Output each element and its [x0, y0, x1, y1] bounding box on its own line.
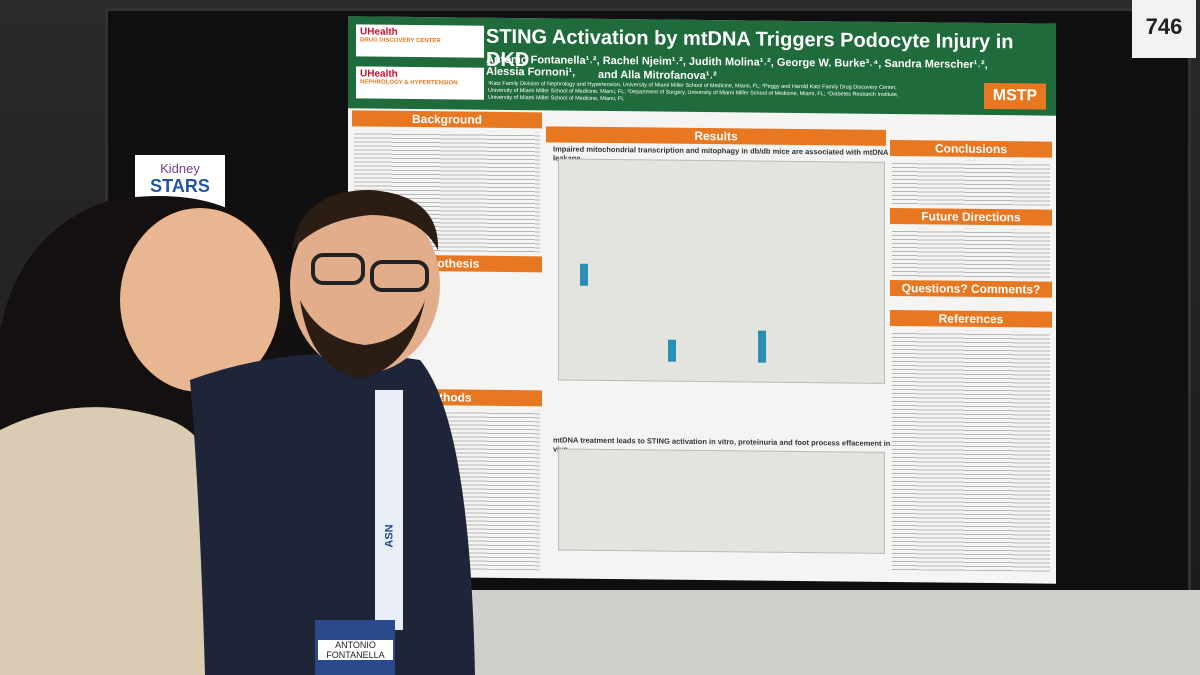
badge-line: ANTONIO [335, 640, 376, 650]
floor [465, 590, 1200, 675]
badge-name: ANTONIO FONTANELLA [318, 640, 393, 660]
booth-card: 746 [1132, 0, 1196, 58]
glasses [311, 253, 365, 285]
face [290, 197, 440, 373]
sweater [0, 407, 235, 675]
lanyard-text: ASN [383, 524, 396, 548]
badge-line: FONTANELLA [326, 650, 385, 660]
jacket [190, 353, 475, 675]
lanyard [375, 390, 403, 630]
booth-number: 746 [1145, 14, 1183, 39]
beard [300, 300, 425, 378]
sign-line: Kidney [160, 161, 200, 176]
face [120, 208, 280, 392]
glasses [370, 260, 429, 292]
sign-line: STARS [150, 176, 210, 196]
hair [292, 190, 439, 250]
